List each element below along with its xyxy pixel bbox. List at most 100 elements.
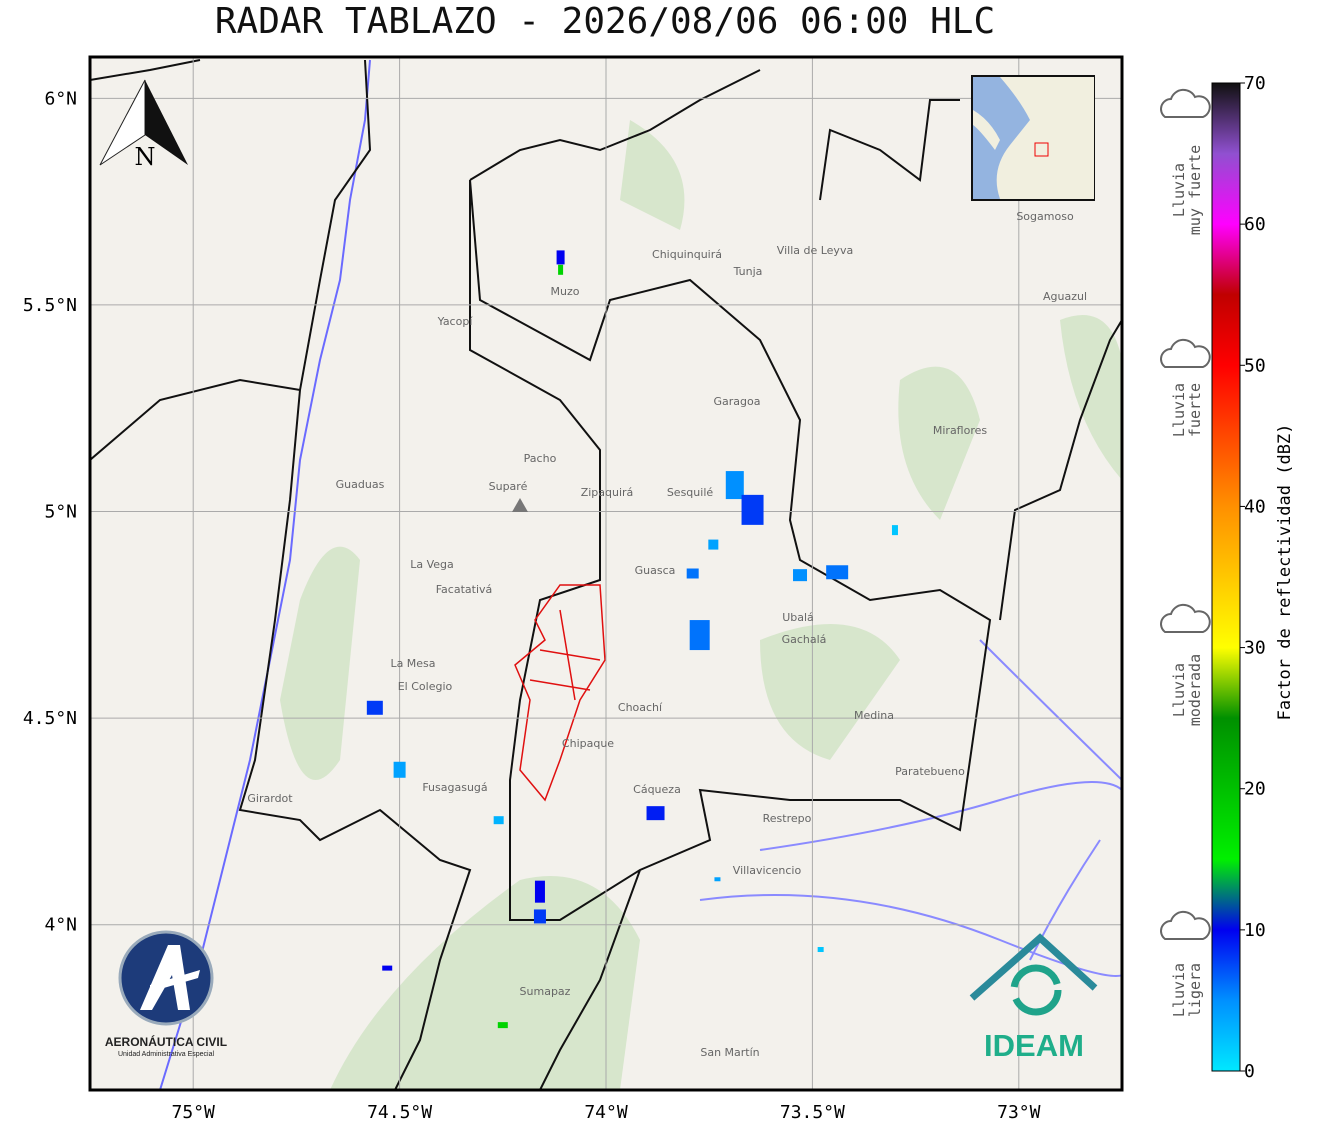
place-label: Tunja (733, 265, 763, 278)
radar-echo (493, 816, 504, 825)
radar-echo (534, 880, 545, 903)
colorbar-tick-label: 60 (1244, 214, 1266, 235)
logo-text: IDEAM (984, 1028, 1084, 1063)
map-frame (88, 55, 1124, 1092)
radar-echo (689, 620, 710, 651)
colorbar-tick-label: 20 (1244, 779, 1266, 800)
radar-echo (366, 700, 383, 715)
title: RADAR TABLAZO - 2026/08/06 06:00 HLC (215, 1, 995, 42)
place-label: Medina (854, 709, 894, 722)
x-tick-label: 74.5°W (367, 1102, 432, 1123)
north-arrow: N (99, 79, 188, 171)
inset-map (971, 75, 1095, 201)
boundary (90, 59, 1122, 1090)
aerocivil-logo: AERONÁUTICA CIVIL Unidad Administrativa … (105, 930, 227, 1058)
x-tick-label: 75°W (172, 1102, 216, 1123)
rain-icon (1160, 910, 1211, 940)
rain-category-label: Lluvia (1170, 383, 1188, 437)
place-label: Chiquinquirá (652, 248, 722, 261)
place-label: Chipaque (562, 737, 614, 750)
places: Villa de Leyva Tunja Sogamoso Chiquinquirá Z… (247, 210, 1087, 1059)
rain-category-label: Lluvia (1170, 663, 1188, 717)
y-tick-label: 5°N (44, 502, 77, 523)
rain-category-label: fuerte (1186, 383, 1204, 437)
radar-echo (708, 539, 719, 550)
rain-category-label: moderada (1186, 654, 1204, 726)
place-label: Restrepo (763, 812, 812, 825)
radar-echo (558, 264, 564, 275)
colorbar: Factor de reflectividad (dBZ) 0 10 20 30 40 5… (1211, 73, 1295, 1082)
logo-roof (969, 933, 1098, 1001)
y-tick-label: 6°N (44, 88, 77, 109)
river (699, 639, 1122, 977)
radar-site (512, 498, 528, 512)
basemap (90, 57, 1122, 1090)
inset-land (973, 77, 1094, 199)
colorbar-tick-label: 50 (1244, 355, 1266, 376)
place-label: Facatativá (436, 583, 493, 596)
rain-category-label: Lluvia (1170, 963, 1188, 1017)
radar-echoes (366, 250, 898, 1029)
place-label: Sesquilé (667, 486, 714, 499)
bogota-boundary (514, 584, 606, 802)
place-label: Sogamoso (1016, 210, 1074, 223)
place-label: Guaduas (336, 478, 385, 491)
place-label: Paratebueno (895, 765, 965, 778)
place-label: San Martín (700, 1046, 759, 1059)
place-label: Aguazul (1043, 290, 1087, 303)
north-label: N (135, 143, 156, 171)
place-label: La Vega (410, 558, 454, 571)
rain-category-label: muy fuerte (1186, 145, 1204, 235)
radar-echo (741, 494, 764, 525)
place-label: Girardot (247, 792, 293, 805)
radar-echo (817, 947, 824, 953)
colorbar-label: Factor de reflectividad (dBZ) (1275, 424, 1295, 721)
inset-extent (1034, 142, 1049, 157)
place-label: Gachalá (782, 633, 827, 646)
place-label: Muzo (551, 285, 580, 298)
rain-category-label: Lluvia (1170, 163, 1188, 217)
logo-swirl (1010, 964, 1062, 1016)
place-label: Villa de Leyva (777, 244, 853, 257)
place-label: La Mesa (390, 657, 435, 670)
arrow-right (145, 80, 188, 165)
radar-echo (725, 471, 744, 500)
rain-icon (1160, 88, 1211, 118)
river (159, 59, 371, 1090)
place-label: Sumapaz (520, 985, 571, 998)
colorbar-ramp (1211, 82, 1241, 1072)
radar-echo (714, 877, 721, 882)
place-label: El Colegio (398, 680, 453, 693)
radar-echo (686, 568, 699, 579)
colorbar-tick-label: 70 (1244, 73, 1266, 94)
place-label: Guasca (635, 564, 676, 577)
place-label: Garagoa (714, 395, 761, 408)
place-label: Villavicencio (733, 864, 802, 877)
colorbar-tick-label: 30 (1244, 638, 1266, 659)
x-tick-label: 74°W (584, 1102, 628, 1123)
colorbar-tick-label: 10 (1244, 920, 1266, 941)
place-label: Fusagasugá (422, 781, 487, 794)
logo-text: AERONÁUTICA CIVIL (105, 1034, 227, 1049)
place-label: Cáqueza (633, 783, 681, 796)
x-tick-label: 73°W (997, 1102, 1041, 1123)
radar-echo (497, 1022, 508, 1029)
rain-category-label: ligera (1186, 963, 1204, 1017)
colorbar-tick-label: 40 (1244, 496, 1266, 517)
y-tick-label: 4°N (44, 915, 77, 936)
colorbar-tick-label: 0 (1244, 1061, 1255, 1082)
radar-echo (556, 250, 565, 265)
x-tick-label: 73.5°W (780, 1102, 845, 1123)
place-label: Yacopí (437, 315, 474, 328)
radar-echo (793, 569, 808, 582)
place-label: Suparé (489, 480, 528, 493)
radar-echo (393, 761, 406, 778)
rain-icon (1160, 338, 1211, 368)
radar-echo (826, 565, 849, 580)
ideam-logo: IDEAM (969, 933, 1098, 1063)
y-tick-label: 4.5°N (23, 708, 77, 729)
logo-mark (140, 945, 200, 1010)
radar-echo (646, 806, 665, 821)
